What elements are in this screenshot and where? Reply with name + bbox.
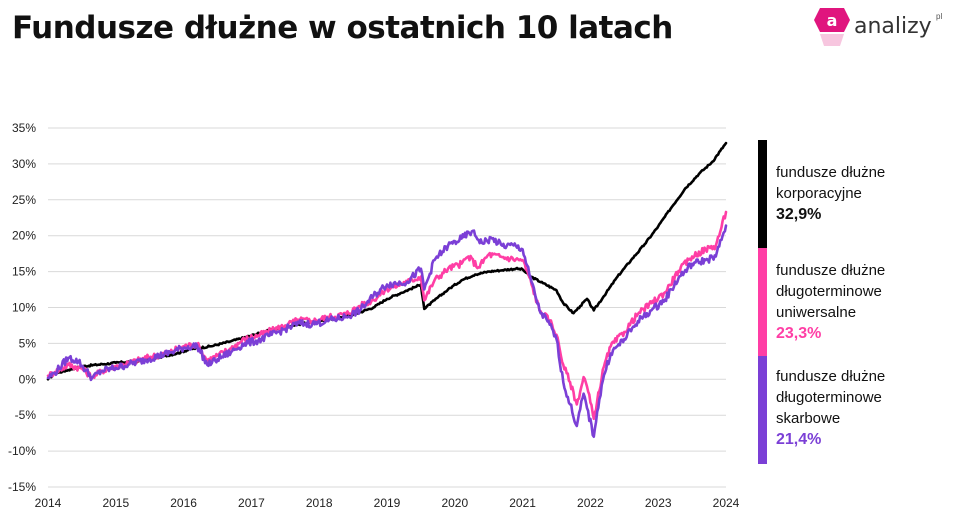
x-tick-label: 2018 <box>306 496 333 510</box>
y-tick-label: 5% <box>19 336 37 350</box>
chart-title: Fundusze dłużne w ostatnich 10 latach <box>12 10 673 46</box>
x-tick-label: 2021 <box>509 496 536 510</box>
legend-value: 23,3% <box>776 325 822 342</box>
x-tick-label: 2017 <box>238 496 265 510</box>
series-line-universal <box>46 210 728 421</box>
y-tick-label: -10% <box>8 444 36 458</box>
legend-swatch-treasury <box>758 356 767 464</box>
legend-item-corporate: fundusze dłużne korporacyjne 32,9% <box>758 140 948 248</box>
x-tick-label: 2014 <box>35 496 62 510</box>
legend-item-treasury: fundusze dłużne długoterminowe skarbowe … <box>758 356 948 464</box>
y-tick-label: 10% <box>12 301 36 315</box>
x-tick-label: 2016 <box>170 496 197 510</box>
y-tick-label: 35% <box>12 121 36 135</box>
x-tick-label: 2023 <box>645 496 672 510</box>
y-tick-label: 30% <box>12 157 36 171</box>
x-tick-label: 2022 <box>577 496 604 510</box>
y-axis-tick-labels: 35% 30% 25% 20% 15% 10% 5% 0% -5% -10% -15% <box>8 121 36 494</box>
analizy-logo-badge-icon: a <box>814 8 850 46</box>
x-axis-tick-labels: 2014 2015 2016 2017 2018 2019 2020 2021 2022 2023… <box>35 496 740 510</box>
legend-label: fundusze dłużne korporacyjne <box>776 164 886 202</box>
y-tick-label: 25% <box>12 193 36 207</box>
y-tick-label: -15% <box>8 480 36 494</box>
legend-swatch-universal <box>758 248 767 356</box>
legend-item-universal: fundusze dłużne długoterminowe uniwersal… <box>758 248 948 356</box>
legend-value: 21,4% <box>776 431 822 448</box>
legend-label: fundusze dłużne długoterminowe uniwersal… <box>776 262 886 321</box>
y-tick-label: 15% <box>12 265 36 279</box>
x-tick-label: 2015 <box>102 496 129 510</box>
x-tick-label: 2024 <box>713 496 740 510</box>
logo-text: analizy <box>854 14 932 39</box>
legend-swatch-corporate <box>758 140 767 248</box>
gridlines <box>48 127 726 488</box>
legend: fundusze dłużne korporacyjne 32,9% fundu… <box>758 140 948 464</box>
x-tick-label: 2020 <box>441 496 468 510</box>
legend-label: fundusze dłużne długoterminowe skarbowe <box>776 368 886 427</box>
legend-value: 32,9% <box>776 206 822 223</box>
logo-mark: a <box>827 11 838 30</box>
series-lines <box>46 141 728 438</box>
y-tick-label: -5% <box>15 408 37 422</box>
x-tick-label: 2019 <box>374 496 401 510</box>
series-line-treasury <box>46 224 728 438</box>
y-tick-label: 20% <box>12 229 36 243</box>
y-tick-label: 0% <box>19 372 37 386</box>
logo-superscript: pl <box>936 12 943 21</box>
